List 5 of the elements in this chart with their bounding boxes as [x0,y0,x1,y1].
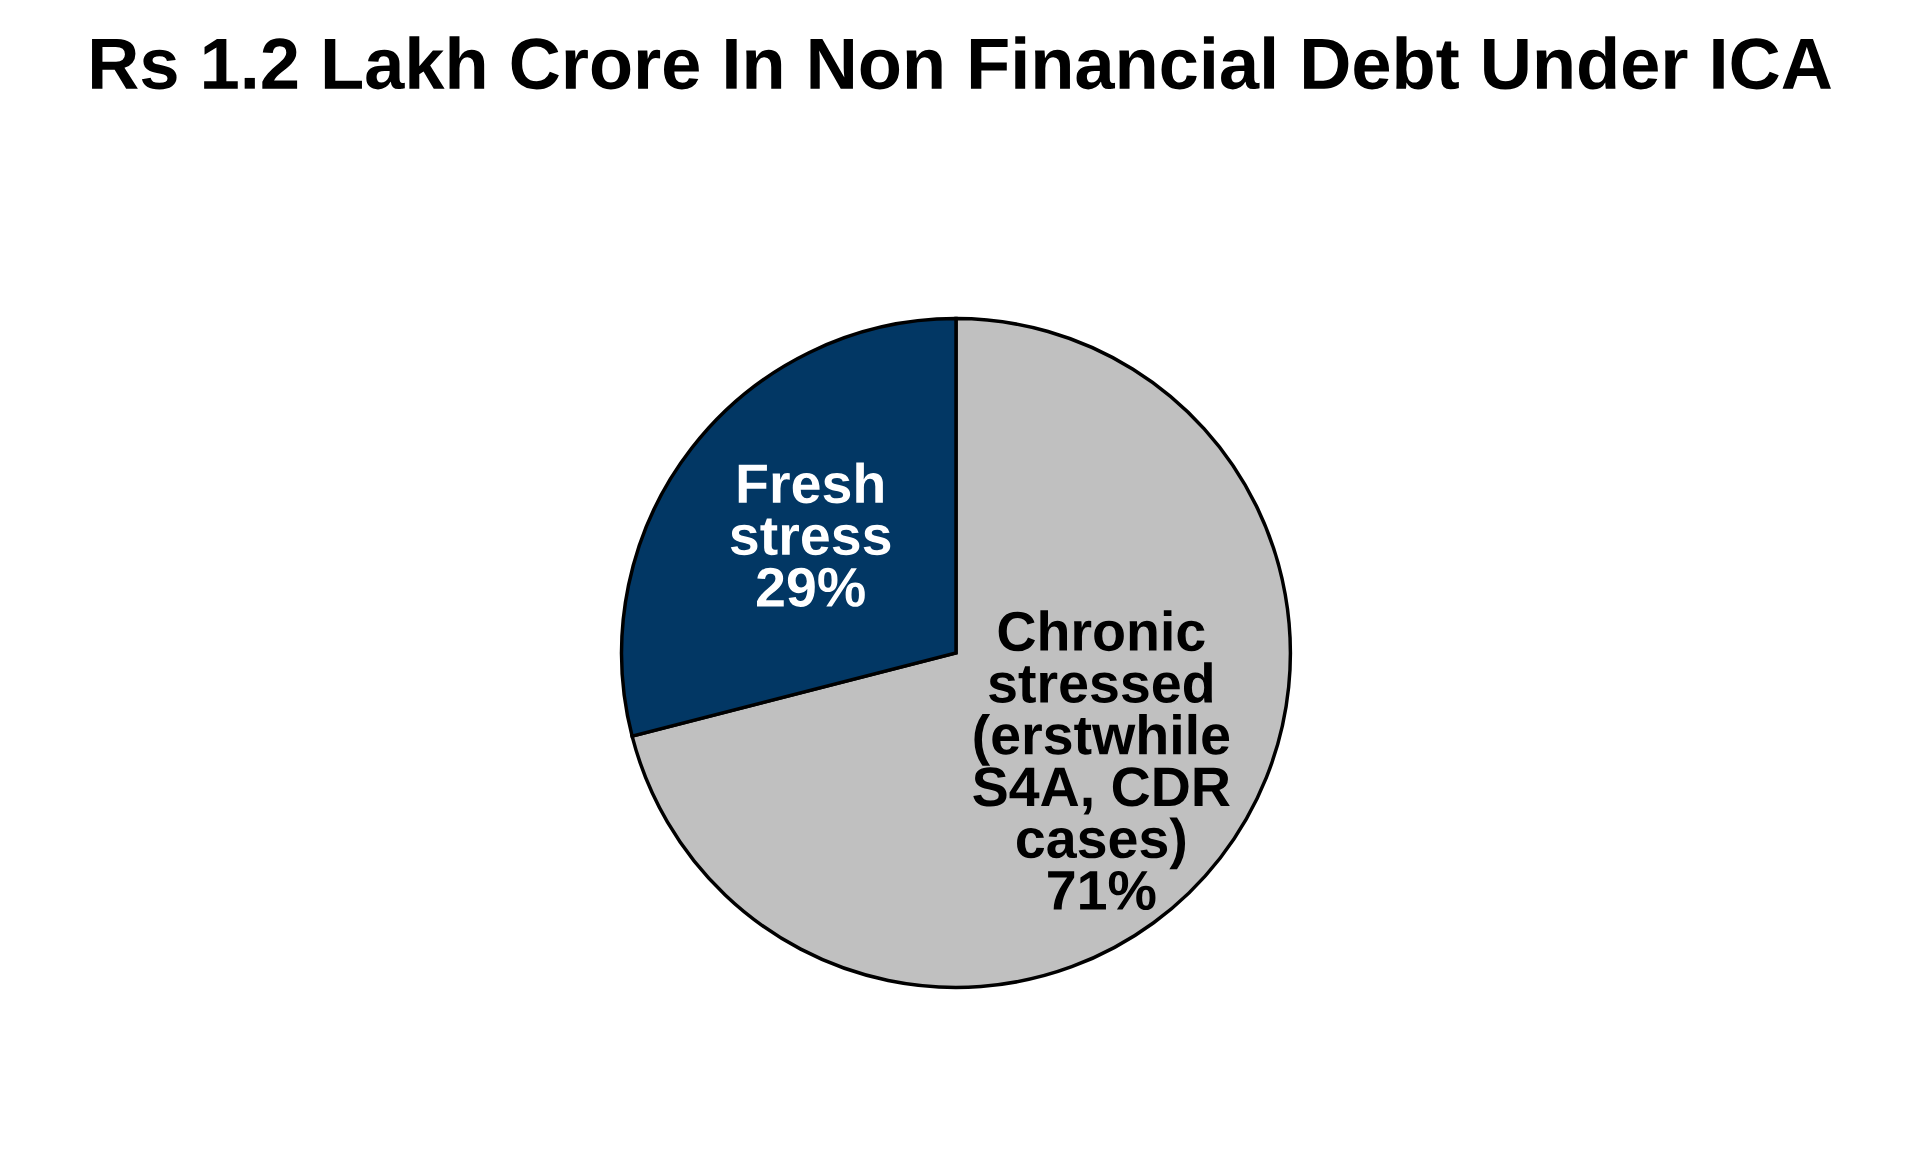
data-label: 71% [1048,870,1156,910]
slice-label: Fresh stress [730,462,891,556]
slice-label: Chronic stressed (erstwhile S4A, CDR cases) [973,610,1230,870]
data-label: 29% [757,567,865,607]
chart-title: Rs 1.2 Lakh Crore In Non Financial Debt Under ICA [92,36,1831,90]
